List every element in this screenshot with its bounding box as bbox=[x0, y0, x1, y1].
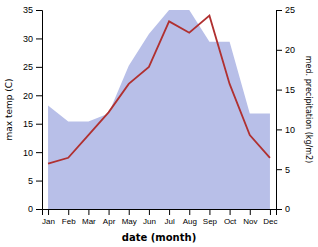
tick: 10 bbox=[276, 125, 295, 135]
tick-mark bbox=[189, 209, 190, 215]
tick-label: Jan bbox=[42, 217, 55, 226]
marks bbox=[48, 10, 270, 209]
tick: Sep bbox=[203, 209, 218, 226]
x-axis-title: date (month) bbox=[122, 232, 196, 243]
tick: 10 bbox=[23, 148, 42, 158]
tick-mark bbox=[209, 209, 210, 215]
tick-mark bbox=[68, 209, 69, 215]
tick-label: 0 bbox=[28, 204, 33, 214]
tick: Mar bbox=[82, 209, 96, 226]
tick: 0 bbox=[28, 204, 42, 214]
tick-label: Aug bbox=[183, 217, 197, 226]
tick-label: 15 bbox=[285, 85, 295, 95]
tick: 15 bbox=[276, 85, 295, 95]
tick-mark bbox=[88, 209, 89, 215]
tick-mark bbox=[250, 209, 251, 215]
tick-mark bbox=[149, 209, 150, 215]
tick-label: 10 bbox=[285, 125, 295, 135]
tick: May bbox=[122, 209, 137, 226]
tick-label: 5 bbox=[28, 176, 33, 186]
axis-line bbox=[277, 11, 283, 210]
tick-mark bbox=[36, 95, 42, 96]
tick-label: 5 bbox=[285, 165, 290, 175]
tick: 25 bbox=[23, 62, 42, 72]
tick-mark bbox=[36, 10, 42, 11]
axis-line bbox=[43, 210, 277, 216]
tick: 25 bbox=[276, 5, 295, 15]
tick: 35 bbox=[23, 5, 42, 15]
tick-mark bbox=[129, 209, 130, 215]
tick: 20 bbox=[23, 91, 42, 101]
tick-label: Nov bbox=[243, 217, 257, 226]
tick-mark bbox=[36, 67, 42, 68]
tick-label: 10 bbox=[23, 148, 33, 158]
tick-label: Jun bbox=[143, 217, 156, 226]
axis-line bbox=[36, 11, 43, 210]
tick-label: 25 bbox=[23, 62, 33, 72]
y-axis: 0 5 10 15 20 25 30 35 bbox=[23, 5, 43, 214]
chart: Jan Feb Mar Apr May Jun Jul Aug Sep Oct Nov Dec 0 5 10… bbox=[0, 0, 318, 247]
tick-label: Sep bbox=[203, 217, 218, 226]
plot: Jan Feb Mar Apr May Jun Jul Aug Sep Oct Nov Dec 0 5 10… bbox=[4, 5, 313, 243]
tick-mark bbox=[169, 209, 170, 215]
tick: Jan bbox=[42, 209, 55, 226]
area bbox=[48, 10, 270, 209]
tick-label: 20 bbox=[285, 45, 295, 55]
tick-mark bbox=[230, 209, 231, 215]
tick-label: May bbox=[122, 217, 137, 226]
tick-mark bbox=[270, 209, 271, 215]
tick-mark bbox=[276, 90, 282, 91]
tick-label: 30 bbox=[23, 34, 33, 44]
tick-mark bbox=[36, 209, 42, 210]
x-axis: Jan Feb Mar Apr May Jun Jul Aug Sep Oct Nov Dec bbox=[42, 209, 277, 226]
tick: Oct bbox=[224, 209, 237, 226]
y2-axis: 0 5 10 15 20 25 bbox=[276, 5, 295, 214]
tick: 20 bbox=[276, 45, 295, 55]
tick-mark bbox=[276, 10, 282, 11]
tick-mark bbox=[109, 209, 110, 215]
tick-label: 20 bbox=[23, 91, 33, 101]
tick-mark bbox=[36, 38, 42, 39]
tick-mark bbox=[36, 152, 42, 153]
tick: Jun bbox=[143, 209, 156, 226]
tick: Dec bbox=[263, 209, 277, 226]
tick-mark bbox=[48, 209, 49, 215]
tick-label: Jul bbox=[164, 217, 174, 226]
tick: Nov bbox=[243, 209, 257, 226]
tick-mark bbox=[36, 181, 42, 182]
tick: Feb bbox=[62, 209, 76, 226]
tick: 15 bbox=[23, 119, 42, 129]
tick-label: Feb bbox=[62, 217, 76, 226]
tick-label: Mar bbox=[82, 217, 96, 226]
tick: 5 bbox=[28, 176, 42, 186]
line bbox=[48, 16, 270, 164]
tick: Aug bbox=[183, 209, 197, 226]
y2-axis-title: med. precipitation (kg/m2) bbox=[304, 56, 313, 163]
tick-mark bbox=[36, 124, 42, 125]
tick-mark bbox=[276, 50, 282, 51]
tick: 0 bbox=[276, 204, 290, 214]
tick: 30 bbox=[23, 34, 42, 44]
tick-label: Apr bbox=[103, 217, 116, 226]
tick-label: Dec bbox=[263, 217, 277, 226]
tick-label: 15 bbox=[23, 119, 33, 129]
tick: Apr bbox=[103, 209, 116, 226]
y-axis-title: max temp (C) bbox=[4, 78, 14, 140]
tick-mark bbox=[276, 209, 282, 210]
tick: Jul bbox=[164, 209, 174, 226]
tick: 5 bbox=[276, 165, 290, 175]
tick-mark bbox=[276, 169, 282, 170]
tick-label: 35 bbox=[23, 5, 33, 15]
tick-label: 25 bbox=[285, 5, 295, 15]
tick-mark bbox=[276, 129, 282, 130]
tick-label: 0 bbox=[285, 204, 290, 214]
tick-label: Oct bbox=[224, 217, 237, 226]
